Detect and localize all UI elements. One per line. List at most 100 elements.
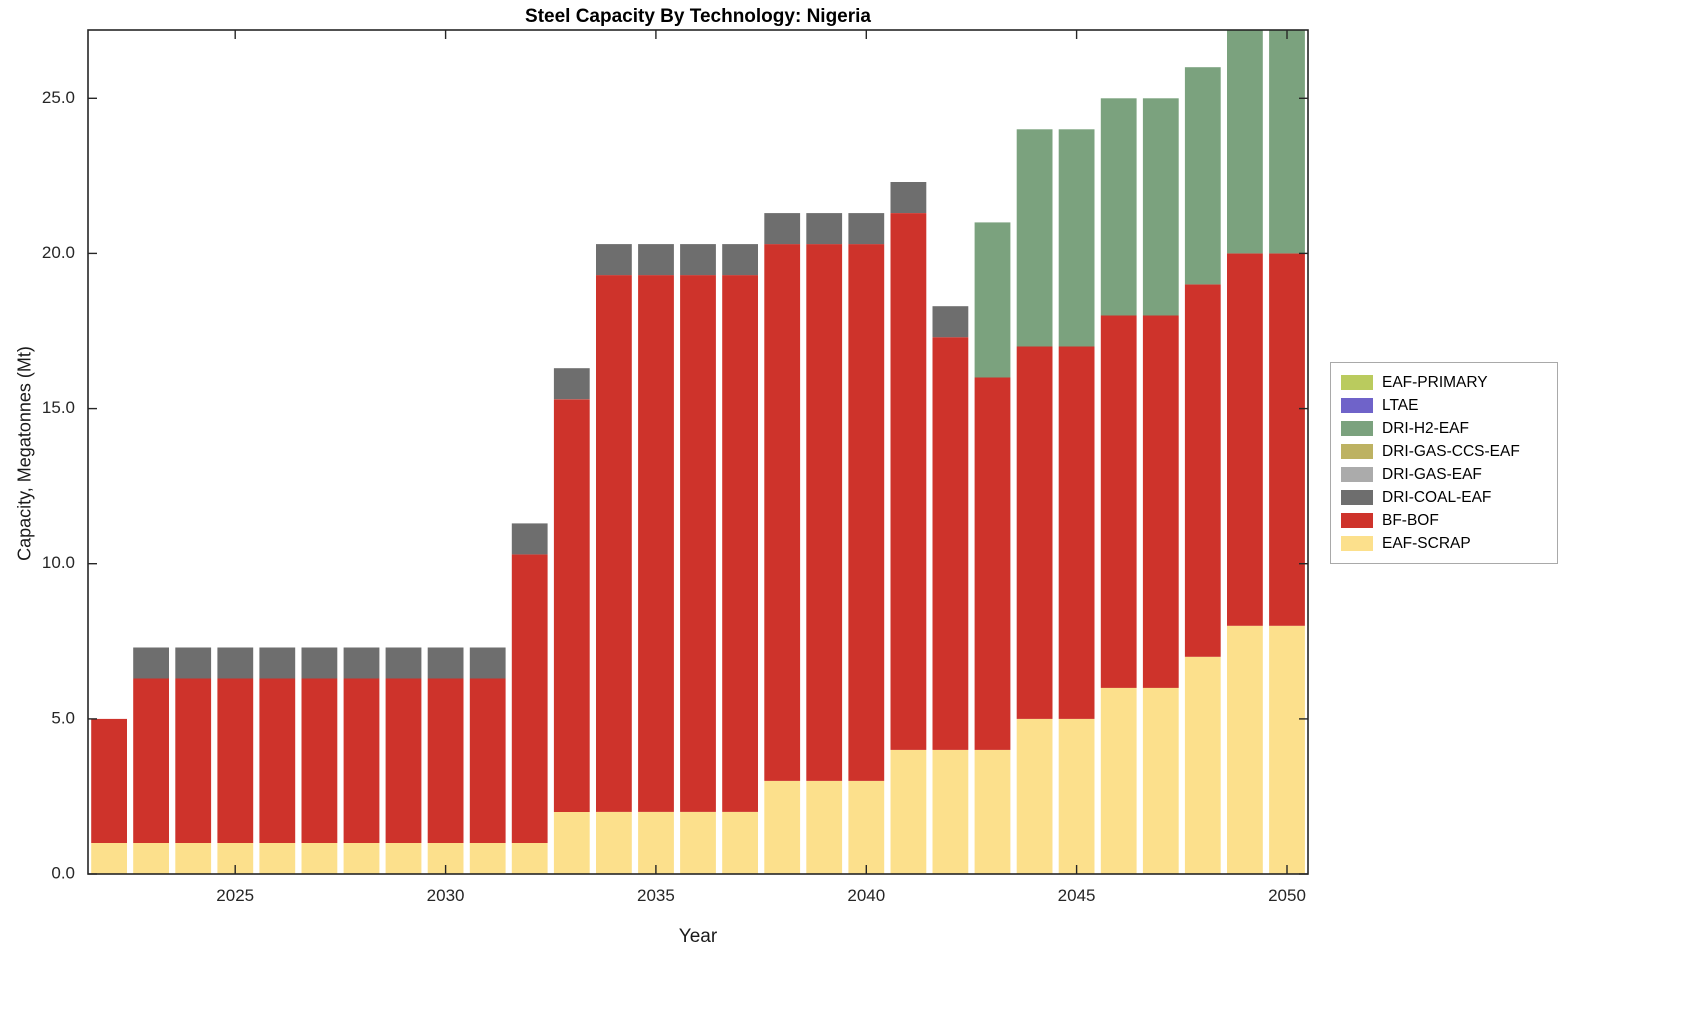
bar-segment	[638, 811, 674, 874]
bar-segment	[301, 678, 338, 843]
legend-label: EAF-SCRAP	[1382, 534, 1471, 552]
bar-segment	[764, 780, 801, 874]
bar-segment	[469, 843, 506, 874]
y-tick-label: 0.0	[51, 863, 75, 882]
bar-segment	[890, 213, 927, 750]
bar-segment	[764, 244, 801, 781]
x-tick-label: 2040	[847, 886, 885, 905]
y-tick-label: 10.0	[42, 553, 75, 572]
bar-segment	[848, 780, 885, 874]
bar-segment	[890, 749, 927, 874]
legend-item: DRI-GAS-CCS-EAF	[1341, 440, 1547, 463]
bar-segment	[343, 678, 380, 843]
bar-segment	[175, 843, 212, 874]
legend-swatch	[1341, 513, 1373, 528]
bar-segment	[511, 523, 548, 555]
bar-segment	[175, 678, 212, 843]
bar-segment	[385, 647, 422, 679]
bar-segment	[596, 811, 632, 874]
bar-segment	[932, 749, 969, 874]
bar-segment	[217, 647, 254, 679]
x-tick-label: 2050	[1268, 886, 1306, 905]
bar-segment	[1058, 129, 1095, 347]
bar-segment	[301, 843, 338, 874]
legend-label: DRI-COAL-EAF	[1382, 488, 1492, 506]
bar-segment	[217, 678, 254, 843]
legend-swatch	[1341, 467, 1373, 482]
bar-segment	[385, 678, 422, 843]
bar-segment	[680, 811, 716, 874]
bar-segment	[1227, 625, 1263, 874]
legend-label: DRI-H2-EAF	[1382, 419, 1469, 437]
bar-segment	[1184, 284, 1221, 657]
bar-segment	[175, 647, 212, 679]
bar-segment	[596, 244, 632, 276]
bar-segment	[974, 222, 1011, 378]
bar-segment	[133, 647, 169, 679]
legend-label: BF-BOF	[1382, 511, 1439, 529]
bar-segment	[806, 244, 843, 781]
bar-segment	[638, 244, 674, 276]
y-tick-label: 20.0	[42, 243, 75, 262]
bar-segment	[932, 306, 969, 338]
bar-segment	[1016, 718, 1053, 874]
legend-swatch	[1341, 421, 1373, 436]
chart-title: Steel Capacity By Technology: Nigeria	[525, 6, 871, 27]
legend-swatch	[1341, 398, 1373, 413]
bar-segment	[1058, 718, 1095, 874]
bar-segment	[806, 780, 843, 874]
bar-segment	[680, 244, 716, 276]
bar-segment	[1269, 625, 1305, 874]
bar-segment	[1184, 67, 1221, 285]
bar-segment	[133, 678, 169, 843]
bar-segment	[511, 554, 548, 843]
bar-segment	[133, 843, 169, 874]
bar-segment	[259, 843, 296, 874]
plot-border	[87, 29, 1309, 875]
bar-segment	[343, 843, 380, 874]
bar-segment	[1100, 98, 1137, 316]
bar-segment	[427, 678, 464, 843]
bar-segment	[974, 377, 1011, 750]
legend-label: LTAE	[1382, 396, 1419, 414]
legend-label: DRI-GAS-CCS-EAF	[1382, 442, 1520, 460]
bar-segment	[680, 275, 716, 812]
bar-segment	[596, 275, 632, 812]
bar-segment	[1227, 30, 1263, 254]
bar-segment	[848, 213, 885, 245]
legend-label: EAF-PRIMARY	[1382, 373, 1488, 391]
bar-segment	[974, 749, 1011, 874]
legend-swatch	[1341, 375, 1373, 390]
bar-segment	[722, 811, 758, 874]
x-tick-label: 2035	[637, 886, 675, 905]
bar-segment	[343, 647, 380, 679]
bar-segment	[890, 182, 927, 213]
bar-segment	[764, 213, 801, 245]
bar-segment	[1184, 656, 1221, 874]
bar-segment	[722, 244, 758, 276]
legend-item: EAF-PRIMARY	[1341, 371, 1547, 394]
bar-segment	[806, 213, 843, 245]
legend-swatch	[1341, 444, 1373, 459]
y-tick-label: 25.0	[42, 88, 75, 107]
y-tick-label: 5.0	[51, 708, 75, 727]
bar-segment	[932, 337, 969, 750]
bar-segment	[848, 244, 885, 781]
bar-segment	[1100, 315, 1137, 688]
legend-item: BF-BOF	[1341, 509, 1547, 532]
legend-item: DRI-GAS-EAF	[1341, 463, 1547, 486]
bar-segment	[1142, 315, 1179, 688]
bar-segment	[469, 678, 506, 843]
legend-item: DRI-H2-EAF	[1341, 417, 1547, 440]
bar-segment	[1269, 253, 1305, 626]
legend-swatch	[1341, 490, 1373, 505]
bar-segment	[427, 647, 464, 679]
bar-segment	[385, 843, 422, 874]
legend-item: LTAE	[1341, 394, 1547, 417]
bar-segment	[553, 811, 590, 874]
bar-segment	[511, 843, 548, 874]
bar-segment	[638, 275, 674, 812]
bar-segment	[1142, 98, 1179, 316]
legend: EAF-PRIMARY LTAE DRI-H2-EAF DRI-GAS-CCS-EAF…	[1330, 362, 1558, 564]
